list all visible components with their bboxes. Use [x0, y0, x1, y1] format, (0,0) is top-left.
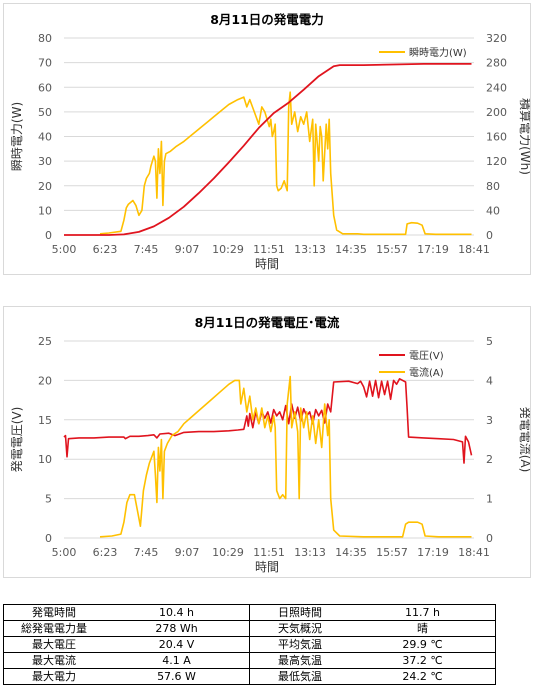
x-tick-label: 14:35 [335, 243, 367, 256]
summary-row: 最大電圧 20.4 V 平均気温 29.9 ℃ [3, 636, 496, 653]
voltage-current-chart: 8月11日の発電電圧･電流 0 5 10 15 20 25 0 1 2 3 4 5 5:00 6:23 7:4… [10, 315, 532, 574]
x-tick-label: 6:23 [93, 243, 118, 256]
x-tick-label: 14:35 [335, 546, 367, 559]
y-left-tick-label: 40 [38, 131, 52, 144]
y-right-tick-label: 3 [486, 414, 493, 427]
x-tick-label: 5:00 [52, 243, 77, 256]
summary-label: 最高気温 [249, 652, 350, 669]
summary-label: 日照時間 [249, 604, 350, 621]
summary-row: 最大電流 4.1 A 最高気温 37.2 ℃ [3, 652, 496, 669]
summary-value: 晴 [350, 620, 496, 637]
series-line-0 [99, 91, 472, 236]
y-left-tick-label: 60 [38, 81, 52, 94]
y-right-tick-label: 80 [486, 180, 500, 193]
y-right-tick-label: 4 [486, 374, 493, 387]
y-left-axis-label: 発電電圧(V) [10, 407, 24, 473]
x-tick-label: 17:19 [417, 243, 449, 256]
y-left-tick-label: 80 [38, 32, 52, 45]
x-tick-label: 13:13 [294, 546, 326, 559]
summary-label: 最低気温 [249, 668, 350, 685]
y-right-tick-label: 160 [486, 131, 507, 144]
y-right-tick-label: 5 [486, 335, 493, 348]
summary-row: 発電時間 10.4 h 日照時間 11.7 h [3, 604, 496, 621]
x-tick-label: 9:07 [175, 546, 200, 559]
y-left-tick-label: 25 [38, 335, 52, 348]
y-left-tick-label: 10 [38, 204, 52, 217]
x-tick-label: 9:07 [175, 243, 200, 256]
series-line-1 [99, 375, 472, 538]
y-left-tick-label: 30 [38, 155, 52, 168]
x-tick-label: 7:45 [134, 243, 159, 256]
summary-label: 最大電圧 [3, 636, 104, 653]
summary-label: 最大電力 [3, 668, 104, 685]
y-right-axis-label: 積算電力(Wh) [518, 98, 530, 175]
y-left-tick-label: 50 [38, 106, 52, 119]
summary-value: 24.2 ℃ [350, 668, 496, 685]
x-tick-label: 11:51 [253, 243, 285, 256]
series-line-1 [64, 63, 472, 236]
legend-label: 電流(A) [409, 366, 444, 379]
summary-row: 最大電力 57.6 W 最低気温 24.2 ℃ [3, 668, 496, 685]
summary-row: 総発電電力量 278 Wh 天気概況晴 [3, 620, 496, 637]
chart-title: 8月11日の発電電圧･電流 [195, 315, 340, 330]
x-tick-label: 10:29 [212, 546, 244, 559]
y-right-tick-label: 240 [486, 81, 507, 94]
y-right-tick-label: 200 [486, 106, 507, 119]
summary-value: 11.7 h [350, 604, 496, 621]
summary-value: 57.6 W [104, 668, 250, 685]
x-tick-label: 5:00 [52, 546, 77, 559]
y-right-tick-label: 2 [486, 453, 493, 466]
summary-value: 37.2 ℃ [350, 652, 496, 669]
y-left-tick-label: 0 [45, 229, 52, 242]
x-tick-label: 11:51 [253, 546, 285, 559]
x-tick-label: 18:41 [458, 243, 490, 256]
y-left-tick-label: 10 [38, 453, 52, 466]
series-line-0 [63, 378, 473, 464]
y-left-axis-label: 瞬時電力(W) [10, 102, 24, 171]
summary-label: 平均気温 [249, 636, 350, 653]
summary-label: 最大電流 [3, 652, 104, 669]
x-tick-label: 18:41 [458, 546, 490, 559]
y-right-tick-label: 280 [486, 57, 507, 70]
x-axis-label: 時間 [255, 560, 279, 574]
y-right-tick-label: 0 [486, 532, 493, 545]
legend-label: 瞬時電力(W) [409, 46, 467, 59]
x-tick-label: 7:45 [134, 546, 159, 559]
y-right-tick-label: 0 [486, 229, 493, 242]
y-right-tick-label: 120 [486, 155, 507, 168]
x-tick-label: 13:13 [294, 243, 326, 256]
x-axis-label: 時間 [255, 257, 279, 271]
summary-label: 総発電電力量 [3, 620, 104, 637]
y-right-axis-label: 発電電流(A) [518, 407, 530, 473]
summary-label: 発電時間 [3, 604, 104, 621]
y-left-tick-label: 70 [38, 57, 52, 70]
power-chart: 8月11日の発電電力 0 10 20 30 40 50 60 70 80 0 40 80 120 160 20… [10, 12, 533, 271]
y-right-tick-label: 1 [486, 493, 493, 506]
voltage-current-chart-panel: 8月11日の発電電圧･電流 0 5 10 15 20 25 0 1 2 3 4 5 5:00 6:23 7:4… [3, 306, 532, 578]
y-right-tick-label: 320 [486, 32, 507, 45]
summary-value: 20.4 V [104, 636, 250, 653]
y-left-tick-label: 20 [38, 374, 52, 387]
x-tick-label: 10:29 [212, 243, 244, 256]
x-tick-label: 15:57 [376, 243, 408, 256]
summary-label: 天気概況 [249, 620, 350, 637]
x-tick-label: 15:57 [376, 546, 408, 559]
y-left-tick-label: 0 [45, 532, 52, 545]
summary-value: 10.4 h [104, 604, 250, 621]
summary-value: 278 Wh [104, 620, 250, 637]
summary-value: 4.1 A [104, 652, 250, 669]
legend-label: 電圧(V) [409, 350, 444, 362]
summary-table: 発電時間 10.4 h 日照時間 11.7 h 総発電電力量 278 Wh 天気概況晴最大電… [3, 604, 496, 685]
chart-title: 8月11日の発電電力 [210, 12, 324, 27]
y-left-tick-label: 5 [45, 493, 52, 506]
y-left-tick-label: 15 [38, 414, 52, 427]
summary-value: 29.9 ℃ [350, 636, 496, 653]
x-tick-label: 17:19 [417, 546, 449, 559]
power-chart-panel: 8月11日の発電電力 0 10 20 30 40 50 60 70 80 0 40 80 120 160 20… [3, 3, 533, 275]
y-right-tick-label: 40 [486, 204, 500, 217]
y-left-tick-label: 20 [38, 180, 52, 193]
x-tick-label: 6:23 [93, 546, 118, 559]
